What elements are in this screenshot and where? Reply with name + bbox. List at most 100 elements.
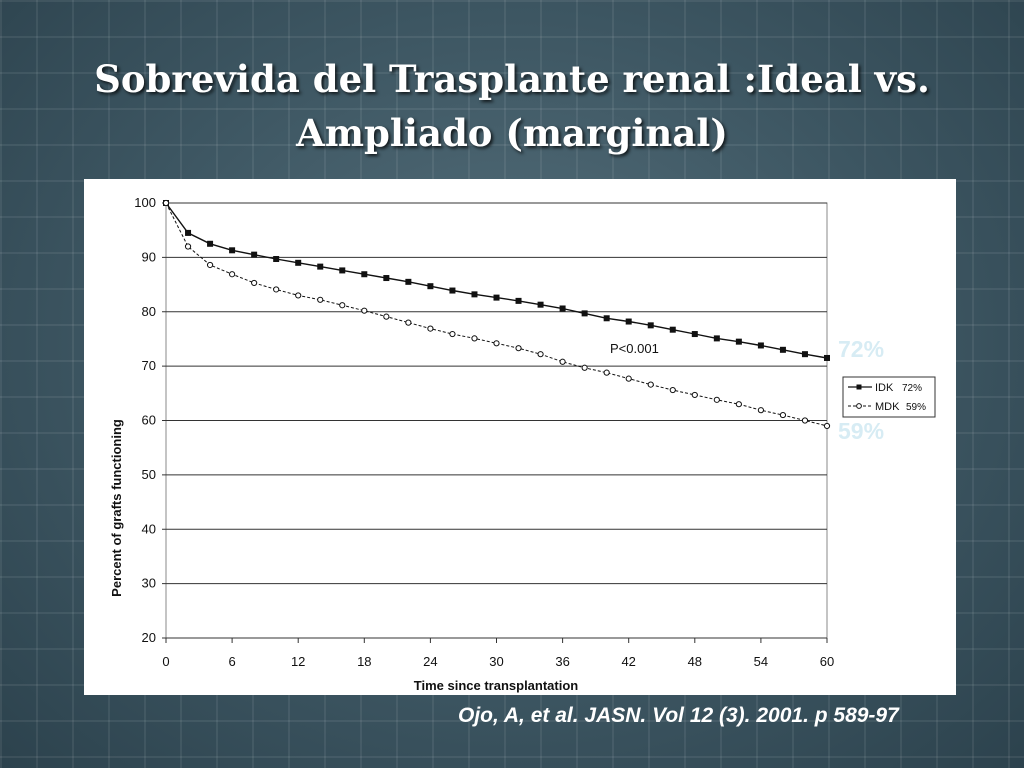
chart-panel: 20 30 40 50 60 70 80 90 100 0 6 12 18 24 30 36 42 48 54 60 … [84,179,956,695]
data-point-mdk [757,407,765,414]
x-tick-label: 54 [754,654,768,669]
x-axis-label: Time since transplantation [414,678,579,693]
data-point-idk [207,240,214,247]
data-point-mdk [317,296,324,303]
axis-ticks: 20 30 40 50 60 70 80 90 100 0 6 12 18 24 30 36 42 48 54 60 [134,195,834,669]
slide-title-line-2: Ampliado (marginal) [296,111,728,155]
x-tick-label: 36 [555,654,569,669]
data-point-idk [427,283,434,290]
data-point-mdk [405,319,412,326]
x-tick-label: 0 [162,654,169,669]
data-point-mdk [559,358,566,365]
data-point-idk [537,301,544,308]
data-point-mdk [537,351,544,358]
data-point-mdk [295,292,302,299]
data-point-idk [824,354,830,361]
citation: Ojo, A, et al. JASN. Vol 12 (3). 2001. p… [458,704,899,727]
data-point-mdk [647,381,654,388]
data-point-mdk [823,422,831,430]
grid-lines [165,202,828,639]
y-tick-label: 20 [142,630,156,645]
data-point-mdk [383,313,390,320]
data-point-mdk [229,271,236,278]
y-tick-label: 60 [142,413,156,428]
data-point-mdk [691,391,698,399]
slide-title: Sobrevida del Trasplante renal :Ideal vs… [40,52,984,160]
idk-callout: 72% [838,336,885,362]
data-point-mdk [735,401,742,408]
data-point-mdk [162,199,170,207]
data-point-mdk [493,340,500,347]
data-point-idk [405,278,412,285]
x-tick-label: 18 [357,654,371,669]
data-point-idk [383,275,390,282]
data-point-idk [691,331,698,338]
y-tick-label: 90 [142,249,156,264]
data-point-idk [471,291,478,298]
data-point-idk [757,342,764,349]
data-point-idk [713,335,720,342]
legend-mdk-marker [856,403,862,409]
mdk-callout: 59% [838,418,885,444]
data-point-idk [317,263,324,270]
series-line-idk [165,202,828,359]
y-tick-label: 50 [142,467,156,482]
data-point-idk [603,315,610,322]
x-tick-label: 48 [688,654,702,669]
data-point-mdk [713,396,720,403]
x-tick-label: 6 [228,654,235,669]
data-point-mdk [427,325,434,332]
data-point-mdk [449,330,456,338]
data-point-mdk [801,417,809,424]
x-tick-label: 12 [291,654,305,669]
legend-idk-name: IDK [875,382,894,394]
legend-idk-marker [856,384,862,390]
data-point-mdk [581,364,588,371]
data-point-mdk [471,335,478,342]
data-point-mdk [625,375,632,382]
data-point-mdk [273,286,280,293]
x-tick-label: 30 [489,654,503,669]
data-point-mdk [339,302,346,309]
data-point-mdk [779,411,787,419]
legend-idk-value: 72% [902,383,922,394]
data-point-mdk [206,261,214,269]
slide-title-line-1: Sobrevida del Trasplante renal :Ideal vs… [94,57,930,101]
x-tick-label: 60 [820,654,834,669]
y-tick-label: 30 [142,576,156,591]
chart-legend: IDK 72% MDK 59% [842,376,936,418]
data-point-idk [559,305,566,312]
series-line-mdk [165,202,828,427]
y-tick-label: 70 [142,358,156,373]
data-point-idk [625,318,632,325]
series-layer [162,199,831,430]
x-tick-label: 42 [621,654,635,669]
data-point-idk [295,259,302,266]
data-point-idk [669,326,676,333]
data-point-idk [273,256,280,263]
data-point-idk [493,294,500,301]
data-point-mdk [603,369,610,376]
data-point-mdk [184,243,192,250]
data-point-idk [229,247,236,254]
data-point-mdk [251,279,258,287]
y-axis-label: Percent of grafts functioning [109,419,124,597]
x-tick-label: 24 [423,654,437,669]
legend-box [842,376,936,418]
data-point-mdk [361,307,368,314]
data-point-mdk [515,345,522,352]
data-point-idk [185,229,192,236]
data-point-idk [449,287,456,294]
legend-mdk-value: 59% [906,402,926,413]
y-tick-label: 40 [142,521,156,536]
y-tick-label: 100 [134,195,156,210]
data-point-idk [647,322,654,329]
data-point-idk [339,267,346,274]
y-tick-label: 80 [142,304,156,319]
data-point-idk [515,297,522,304]
legend-mdk-name: MDK [875,401,900,413]
data-point-idk [801,351,808,358]
data-point-idk [251,251,258,258]
data-point-idk [361,271,368,278]
